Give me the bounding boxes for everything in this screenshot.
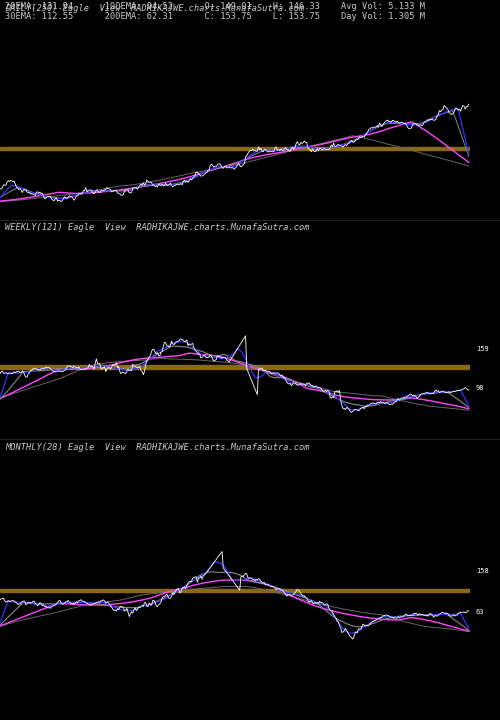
Text: 98: 98 bbox=[476, 384, 484, 391]
Bar bbox=[0, 148, 470, 150]
Text: 63: 63 bbox=[476, 609, 484, 616]
Text: WEEKLY(121) Eagle  View  RADHIKAJWE.charts.MunafaSutra.com: WEEKLY(121) Eagle View RADHIKAJWE.charts… bbox=[5, 223, 310, 232]
Bar bbox=[0, 589, 470, 593]
Text: 159: 159 bbox=[476, 346, 489, 351]
Text: DAILY(250) Eagle  View  RADHIKAJWE.charts.MunafaSutra.com: DAILY(250) Eagle View RADHIKAJWE.charts.… bbox=[5, 4, 304, 12]
Bar bbox=[0, 366, 470, 369]
Text: 158: 158 bbox=[476, 568, 489, 574]
Text: 30EMA: 112.55      200EMA: 62.31      C: 153.75    L: 153.75    Day Vol: 1.305 M: 30EMA: 112.55 200EMA: 62.31 C: 153.75 L:… bbox=[5, 12, 425, 20]
Text: 20EMA: 131.94      100EMA: 94.52      O: 149.01    H: 146.33    Avg Vol: 5.133 M: 20EMA: 131.94 100EMA: 94.52 O: 149.01 H:… bbox=[5, 2, 425, 11]
Text: MONTHLY(28) Eagle  View  RADHIKAJWE.charts.MunafaSutra.com: MONTHLY(28) Eagle View RADHIKAJWE.charts… bbox=[5, 443, 310, 452]
